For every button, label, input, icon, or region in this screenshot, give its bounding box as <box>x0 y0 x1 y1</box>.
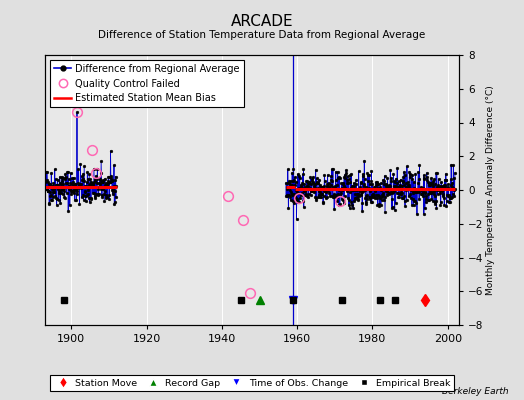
Text: Berkeley Earth: Berkeley Earth <box>442 387 508 396</box>
Legend: Difference from Regional Average, Quality Control Failed, Estimated Station Mean: Difference from Regional Average, Qualit… <box>50 60 244 107</box>
Y-axis label: Monthly Temperature Anomaly Difference (°C): Monthly Temperature Anomaly Difference (… <box>486 85 495 295</box>
Text: ARCADE: ARCADE <box>231 14 293 29</box>
Text: Difference of Station Temperature Data from Regional Average: Difference of Station Temperature Data f… <box>99 30 425 40</box>
Legend: Station Move, Record Gap, Time of Obs. Change, Empirical Break: Station Move, Record Gap, Time of Obs. C… <box>50 375 454 391</box>
